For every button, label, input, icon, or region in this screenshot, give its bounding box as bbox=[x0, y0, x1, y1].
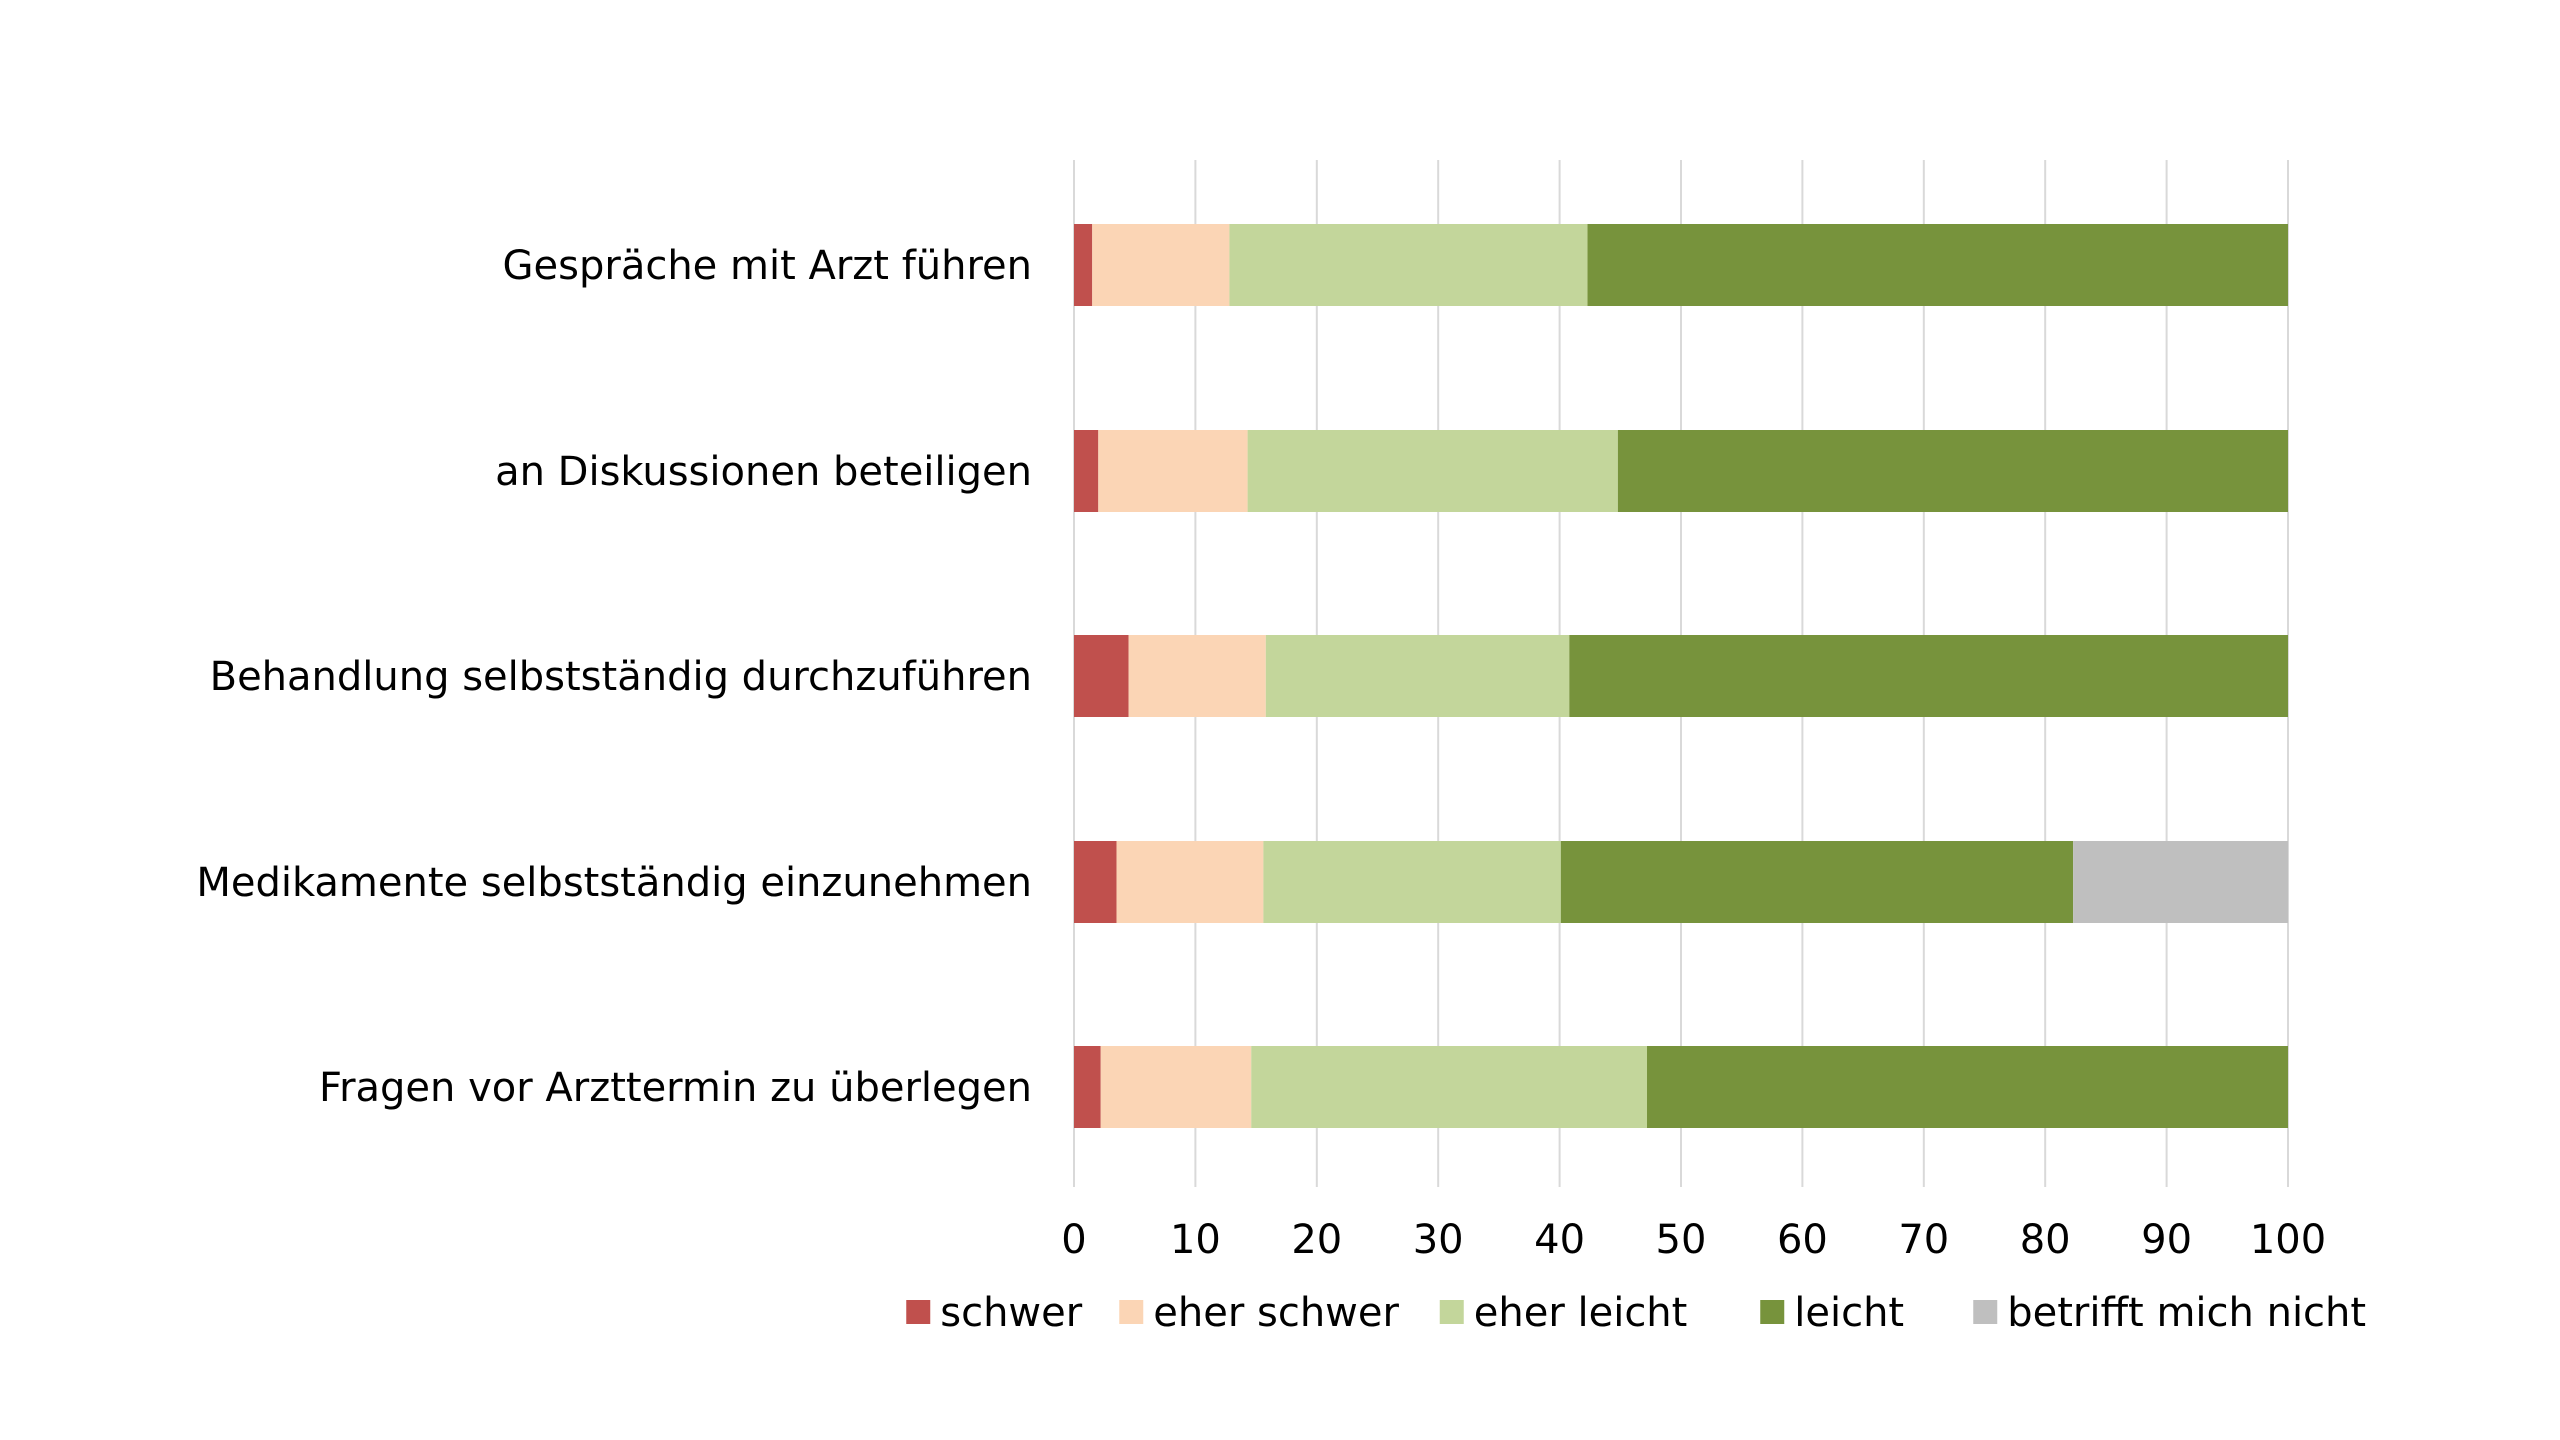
x-tick-label: 100 bbox=[2250, 1217, 2326, 1263]
legend-label: betrifft mich nicht bbox=[2007, 1290, 2366, 1336]
legend-swatch bbox=[1439, 1300, 1464, 1324]
bar-segment-schwer-1 bbox=[1074, 430, 1099, 512]
bar-segment-eher-leicht-3 bbox=[1263, 841, 1561, 923]
bar-segment-leicht-2 bbox=[1569, 635, 2288, 717]
bar-segment-eher-leicht-2 bbox=[1265, 635, 1570, 717]
category-label: Medikamente selbstständig einzunehmen bbox=[196, 860, 1032, 906]
x-axis-ticks: 0 10 20 30 40 50 60 70 80 90 100 bbox=[1061, 1217, 2326, 1263]
x-tick-label: 30 bbox=[1413, 1217, 1464, 1263]
legend-item-leicht: leicht bbox=[1760, 1290, 1904, 1336]
legend-item-eher-schwer: eher schwer bbox=[1119, 1290, 1399, 1336]
legend-swatch bbox=[1973, 1300, 1998, 1324]
x-tick-label: 70 bbox=[1898, 1217, 1949, 1263]
legend-swatch bbox=[1760, 1300, 1785, 1324]
bars bbox=[1074, 224, 2288, 1128]
bar-segment-leicht-0 bbox=[1587, 224, 2288, 306]
x-tick-label: 0 bbox=[1061, 1217, 1086, 1263]
x-tick-label: 90 bbox=[2141, 1217, 2192, 1263]
x-tick-label: 60 bbox=[1777, 1217, 1828, 1263]
category-labels: Gespräche mit Arzt führen an Diskussionen… bbox=[196, 243, 1032, 1111]
bar-segment-leicht-4 bbox=[1647, 1046, 2288, 1128]
bar-segment-eher-leicht-4 bbox=[1251, 1046, 1648, 1128]
bar-segment-leicht-3 bbox=[1560, 841, 2074, 923]
bar-segment-schwer-3 bbox=[1074, 841, 1117, 923]
category-label: Behandlung selbstständig durchzuführen bbox=[210, 654, 1032, 700]
legend-label: schwer bbox=[940, 1290, 1083, 1336]
x-tick-label: 50 bbox=[1656, 1217, 1707, 1263]
legend-swatch bbox=[906, 1300, 931, 1324]
bar-segment-schwer-0 bbox=[1074, 224, 1093, 306]
bar-segment-eher-schwer-1 bbox=[1098, 430, 1248, 512]
category-label: Gespräche mit Arzt führen bbox=[503, 243, 1032, 289]
legend-item-betrifft-mich-nicht: betrifft mich nicht bbox=[1973, 1290, 2366, 1336]
legend: schwer eher schwer eher leicht leicht betrif… bbox=[906, 1290, 2366, 1336]
bar-segment-eher-schwer-4 bbox=[1100, 1046, 1252, 1128]
category-label: an Diskussionen beteiligen bbox=[495, 449, 1032, 495]
bar-segment-eher-leicht-1 bbox=[1247, 430, 1618, 512]
bar-segment-schwer-2 bbox=[1074, 635, 1129, 717]
legend-label: leicht bbox=[1794, 1290, 1904, 1336]
category-label: Fragen vor Arzttermin zu überlegen bbox=[319, 1065, 1032, 1111]
x-tick-label: 40 bbox=[1534, 1217, 1585, 1263]
legend-item-schwer: schwer bbox=[906, 1290, 1083, 1336]
bar-segment-eher-leicht-0 bbox=[1229, 224, 1588, 306]
bar-segment-schwer-4 bbox=[1074, 1046, 1101, 1128]
bar-segment-leicht-1 bbox=[1617, 430, 2288, 512]
x-tick-label: 10 bbox=[1170, 1217, 1221, 1263]
legend-swatch bbox=[1119, 1300, 1144, 1324]
bar-segment-eher-schwer-0 bbox=[1092, 224, 1230, 306]
x-tick-label: 80 bbox=[2020, 1217, 2071, 1263]
legend-label: eher leicht bbox=[1474, 1290, 1688, 1336]
bar-segment-betrifft-mich-nicht-3 bbox=[2073, 841, 2288, 923]
x-tick-label: 20 bbox=[1291, 1217, 1342, 1263]
legend-item-eher-leicht: eher leicht bbox=[1439, 1290, 1688, 1336]
bar-segment-eher-schwer-2 bbox=[1128, 635, 1266, 717]
bar-segment-eher-schwer-3 bbox=[1116, 841, 1264, 923]
legend-label: eher schwer bbox=[1153, 1290, 1399, 1336]
